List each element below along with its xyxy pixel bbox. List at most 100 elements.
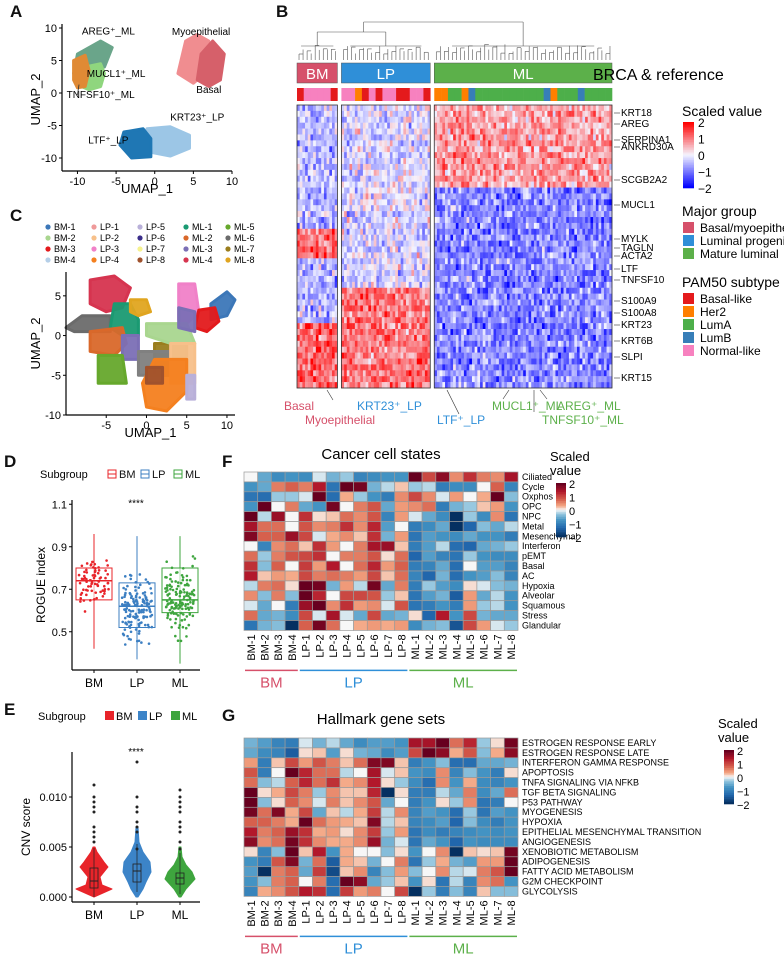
heatmap-cell (321, 234, 325, 241)
heatmap-cell (332, 134, 335, 141)
heatmap-cell (574, 134, 578, 141)
heatmap-cell (603, 234, 607, 241)
heatmap-cell (590, 122, 594, 129)
heatmap-cell (595, 181, 599, 188)
heatmap-cell (344, 246, 347, 253)
heatmap-cell (501, 181, 505, 188)
heatmap-cell (593, 128, 597, 135)
heatmap-cell (512, 211, 516, 218)
heatmap-cell (541, 169, 545, 176)
heatmap-cell (332, 158, 335, 165)
heatmap-cell (568, 281, 572, 288)
heatmap-cell (566, 222, 570, 230)
heatmap-cell (379, 252, 382, 259)
heatmap-cell (362, 352, 366, 359)
heatmap-cell (427, 329, 431, 336)
heatmap-cell (515, 128, 518, 135)
heatmap-cell (490, 240, 494, 247)
heatmap-cell (447, 110, 451, 117)
heatmap-cell (419, 140, 423, 147)
heatmap-cell (576, 158, 580, 165)
heatmap-cell (365, 275, 369, 283)
heatmap-cell (536, 169, 540, 176)
heatmap-cell (392, 299, 396, 306)
heatmap-cell (379, 299, 382, 306)
heatmap-cell (539, 252, 543, 259)
heatmap-cell (579, 228, 583, 235)
heatmap-cell (434, 222, 438, 230)
heatmap-cell (445, 152, 448, 159)
panel-label-c: C (10, 206, 23, 225)
heatmap-cell (501, 305, 505, 312)
heatmap-cell (360, 275, 364, 283)
heatmap-cell (474, 110, 478, 117)
heatmap-cell (587, 275, 591, 283)
heatmap-cell (352, 293, 356, 300)
heatmap-cell (395, 287, 399, 294)
heatmap-cell (453, 181, 457, 188)
umap-c-plot: BM-1 LP-1 LP-5 ML-1 ML-5BM-2 LP-2 LP-6 ML-2 ML-6… (28, 222, 255, 440)
heatmap-cell (302, 140, 306, 147)
heatmap-cell (365, 217, 369, 224)
heatmap-cell (373, 211, 377, 218)
heatmap-cell (579, 299, 583, 306)
heatmap-cell (498, 134, 502, 141)
legend-label: LP-4 (100, 255, 119, 265)
heatmap-cell (403, 370, 407, 377)
heatmap-cell (416, 311, 420, 318)
heatmap-cell (598, 217, 602, 224)
heatmap-cell (395, 305, 399, 312)
heatmap-cell (381, 163, 385, 171)
heatmap-cell (360, 140, 364, 147)
heatmap-cell (346, 334, 350, 342)
heatmap-cell (352, 163, 356, 171)
heatmap-cell (379, 258, 382, 265)
heatmap-cell (414, 240, 417, 247)
heatmap-cell (512, 116, 516, 123)
heatmap-cell (455, 317, 459, 324)
heatmap-cell (485, 110, 489, 117)
heatmap-cell (365, 211, 369, 218)
heatmap-cell (323, 281, 327, 288)
heatmap-cell (352, 175, 356, 182)
heatmap-cell (523, 181, 527, 188)
heatmap-cell (560, 116, 564, 123)
heatmap-cell (408, 305, 412, 312)
heatmap-cell (490, 258, 494, 265)
heatmap-cell (480, 199, 483, 206)
heatmap-cell (315, 199, 319, 206)
heatmap-cell (463, 258, 467, 265)
heatmap-cell (414, 163, 417, 171)
heatmap-cell (315, 169, 319, 176)
heatmap-cell (587, 281, 591, 288)
heatmap-cell (439, 110, 443, 117)
heatmap-cell (315, 146, 319, 153)
heatmap-cell (566, 281, 570, 288)
heatmap-cell (376, 110, 380, 117)
heatmap-cell (416, 134, 420, 141)
heatmap-cell (299, 163, 303, 171)
heatmap-cell (416, 323, 420, 330)
heatmap-cell (397, 211, 401, 218)
heatmap-cell (427, 181, 431, 188)
heatmap-cell (509, 140, 513, 147)
heatmap-cell (379, 234, 382, 241)
heatmap-cell (512, 217, 516, 224)
legend-dot (91, 257, 97, 263)
heatmap-cell (332, 217, 335, 224)
heatmap-cell (318, 275, 322, 283)
heatmap-cell (523, 205, 527, 212)
heatmap-cell (310, 140, 314, 147)
heatmap-cell (352, 370, 356, 377)
heatmap-cell (349, 323, 353, 330)
heatmap-cell (528, 158, 532, 165)
heatmap-cell (354, 205, 358, 212)
heatmap-cell (384, 358, 388, 365)
heatmap-cell (389, 270, 393, 277)
heatmap-cell (593, 281, 597, 288)
heatmap-cell (520, 258, 524, 265)
heatmap-cell (485, 299, 489, 306)
heatmap-cell (598, 305, 602, 312)
heatmap-cell (496, 246, 500, 253)
heatmap-cell (501, 252, 505, 259)
